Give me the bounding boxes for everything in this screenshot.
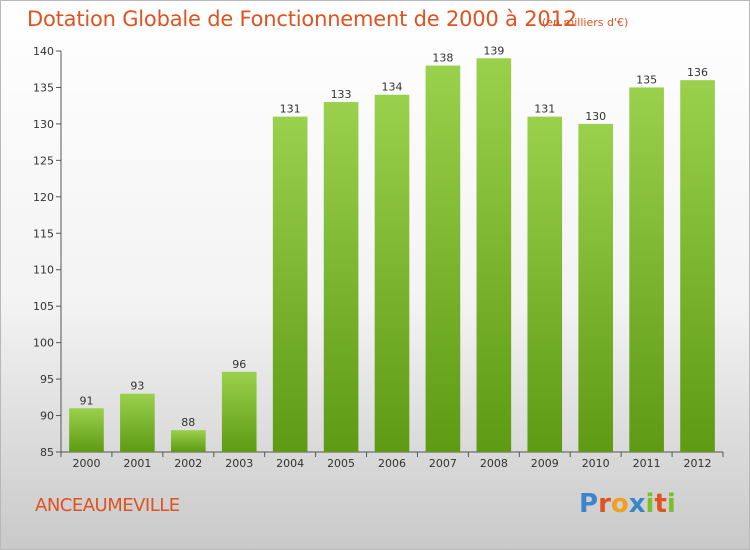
data-label: 133: [331, 88, 352, 101]
logo-letter: o: [610, 489, 629, 519]
bar: [272, 116, 308, 453]
data-label: 131: [534, 103, 555, 116]
x-tick-label: 2012: [684, 457, 712, 470]
data-label: 96: [232, 358, 246, 371]
data-label: 135: [636, 73, 657, 86]
logo-letter: i: [666, 489, 676, 519]
y-tick-label: 105: [33, 300, 54, 313]
y-tick-label: 125: [33, 154, 54, 167]
bar: [120, 393, 155, 452]
data-label: 93: [130, 380, 144, 393]
chart-title: Dotation Globale de Fonctionnement de 20…: [27, 7, 577, 31]
x-tick-label: 2006: [378, 457, 406, 470]
x-tick-label: 2005: [327, 457, 355, 470]
y-tick-label: 120: [33, 191, 54, 204]
chart-subtitle: (en milliers d'€): [542, 16, 629, 29]
x-tick-label: 2009: [531, 457, 559, 470]
logo-letter: x: [628, 489, 646, 519]
data-label: 136: [687, 66, 708, 79]
x-tick-label: 2002: [174, 457, 202, 470]
x-tick-label: 2008: [480, 457, 508, 470]
bar: [425, 65, 461, 452]
bar: [374, 94, 410, 452]
x-tick-label: 2004: [276, 457, 304, 470]
y-tick-label: 130: [33, 118, 54, 131]
logo-letter: P: [579, 489, 599, 519]
data-label: 91: [79, 394, 93, 407]
y-tick-label: 135: [33, 81, 54, 94]
data-label: 131: [280, 103, 301, 116]
data-label: 134: [382, 81, 403, 94]
x-tick-label: 2010: [582, 457, 610, 470]
y-tick-label: 140: [33, 45, 54, 58]
x-tick-label: 2011: [633, 457, 661, 470]
y-tick-label: 110: [33, 264, 54, 277]
logo-letter: t: [654, 489, 667, 519]
bar: [680, 80, 715, 452]
bar: [170, 430, 206, 452]
bar: [527, 116, 563, 453]
x-tick-label: 2001: [123, 457, 151, 470]
commune-name: ANCEAUMEVILLE: [35, 495, 180, 516]
y-tick-label: 100: [33, 337, 54, 350]
data-label: 138: [432, 52, 453, 65]
bar: [629, 87, 664, 453]
x-tick-label: 2007: [429, 457, 457, 470]
data-label: 139: [483, 44, 504, 57]
proxiti-logo: Proxiti: [579, 489, 676, 519]
data-label: 88: [181, 416, 195, 429]
y-tick-label: 85: [40, 446, 54, 459]
bar: [221, 371, 257, 452]
y-tick-label: 90: [40, 410, 54, 423]
bar: [69, 408, 104, 452]
logo-letter: r: [598, 489, 611, 519]
bar: [476, 58, 512, 453]
bar: [578, 123, 614, 452]
y-tick-label: 95: [40, 373, 54, 386]
x-tick-label: 2000: [72, 457, 100, 470]
x-tick-label: 2003: [225, 457, 253, 470]
y-tick-label: 115: [33, 227, 54, 240]
logo-letter: i: [645, 489, 655, 519]
bar: [323, 102, 359, 452]
data-label: 130: [585, 110, 606, 123]
